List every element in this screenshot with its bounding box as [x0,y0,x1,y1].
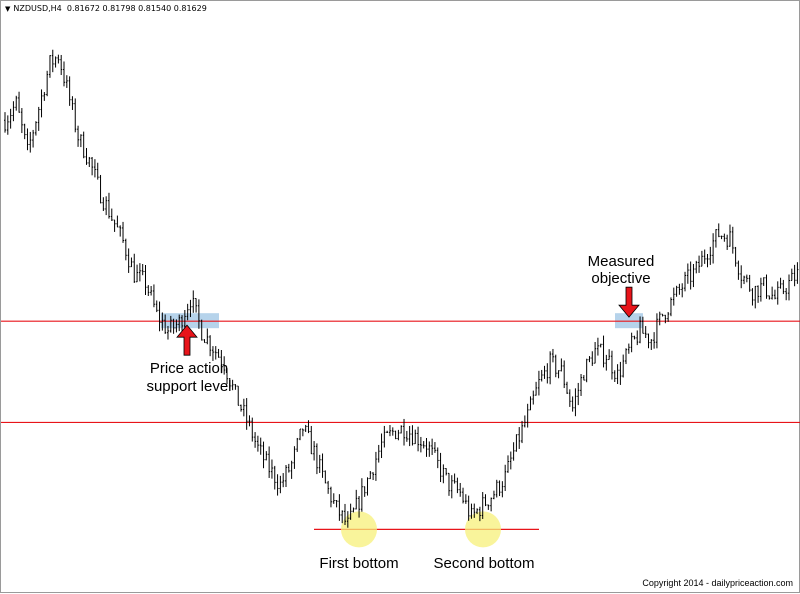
copyright-notice: Copyright 2014 - dailypriceaction.com [642,578,793,588]
support-arrow-icon [176,324,198,356]
objective-arrow-icon [618,286,640,318]
symbol-header: ▼ NZDUSD,H4 0.81672 0.81798 0.81540 0.816… [5,4,207,13]
support-label-line-1: Price action [150,360,228,377]
symbol-name: NZDUSD,H4 [13,4,62,13]
candles [4,49,799,528]
second-bottom-label: Second bottom [434,555,535,572]
ohlc-values: 0.81672 0.81798 0.81540 0.81629 [66,4,207,13]
support-label-line-2: support level [146,378,231,395]
level-lines [1,320,800,530]
objective-label-line-2: objective [591,270,650,287]
bottom-markers [341,511,501,548]
second-bottom-circle [465,511,501,548]
first-bottom-label: First bottom [319,555,398,572]
objective-label-line-1: Measured [588,253,655,270]
arrows [176,286,640,356]
triangle-down-icon[interactable]: ▼ [5,5,11,13]
first-bottom-circle [341,511,377,548]
